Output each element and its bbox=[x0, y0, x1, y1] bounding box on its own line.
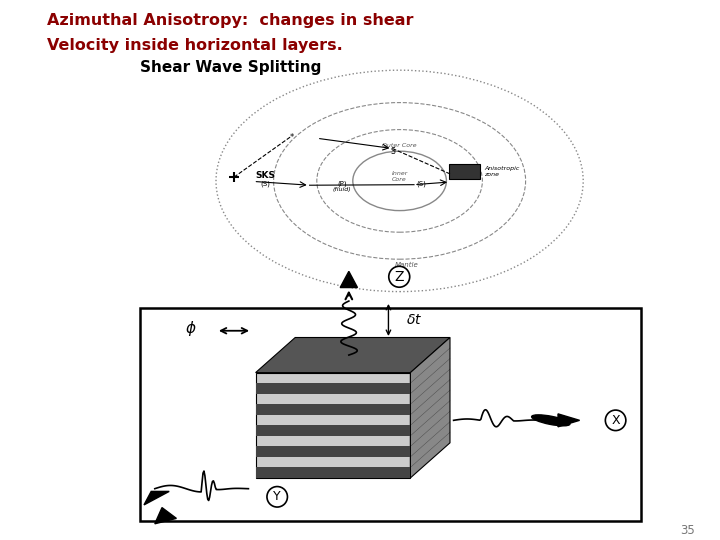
Polygon shape bbox=[256, 404, 410, 415]
Bar bbox=[140, 308, 641, 521]
Text: Inner
Core: Inner Core bbox=[392, 171, 408, 182]
Text: 35: 35 bbox=[680, 524, 695, 537]
Text: *: * bbox=[289, 133, 294, 142]
Text: Y: Y bbox=[274, 490, 281, 503]
Text: X: X bbox=[611, 414, 620, 427]
Polygon shape bbox=[256, 373, 410, 478]
Bar bbox=[449, 164, 480, 179]
Text: $\delta t$: $\delta t$ bbox=[406, 313, 423, 327]
Polygon shape bbox=[144, 491, 169, 505]
Text: SKS: SKS bbox=[256, 171, 276, 180]
Polygon shape bbox=[256, 383, 410, 394]
Text: Anisotropic
zone: Anisotropic zone bbox=[484, 166, 519, 177]
Polygon shape bbox=[256, 338, 450, 373]
Text: Azimuthal Anisotropy:  changes in shear: Azimuthal Anisotropy: changes in shear bbox=[47, 14, 413, 29]
Text: (fluid): (fluid) bbox=[333, 186, 351, 192]
Text: Z: Z bbox=[395, 270, 404, 284]
Text: (P): (P) bbox=[337, 180, 347, 187]
Text: Velocity inside horizontal layers.: Velocity inside horizontal layers. bbox=[47, 38, 343, 53]
Polygon shape bbox=[256, 446, 410, 457]
Polygon shape bbox=[256, 467, 410, 478]
Polygon shape bbox=[410, 338, 450, 478]
Polygon shape bbox=[155, 508, 176, 524]
Text: Shear Wave Splitting: Shear Wave Splitting bbox=[140, 60, 322, 76]
Ellipse shape bbox=[531, 415, 570, 426]
Polygon shape bbox=[340, 271, 358, 287]
Text: (S): (S) bbox=[260, 180, 270, 187]
Polygon shape bbox=[256, 426, 410, 436]
Text: Outer Core: Outer Core bbox=[382, 143, 417, 148]
Text: Mantle: Mantle bbox=[395, 261, 418, 268]
Text: (S): (S) bbox=[416, 180, 426, 187]
Text: S: S bbox=[390, 147, 395, 156]
Text: $\phi$: $\phi$ bbox=[185, 319, 197, 338]
Polygon shape bbox=[558, 414, 580, 427]
